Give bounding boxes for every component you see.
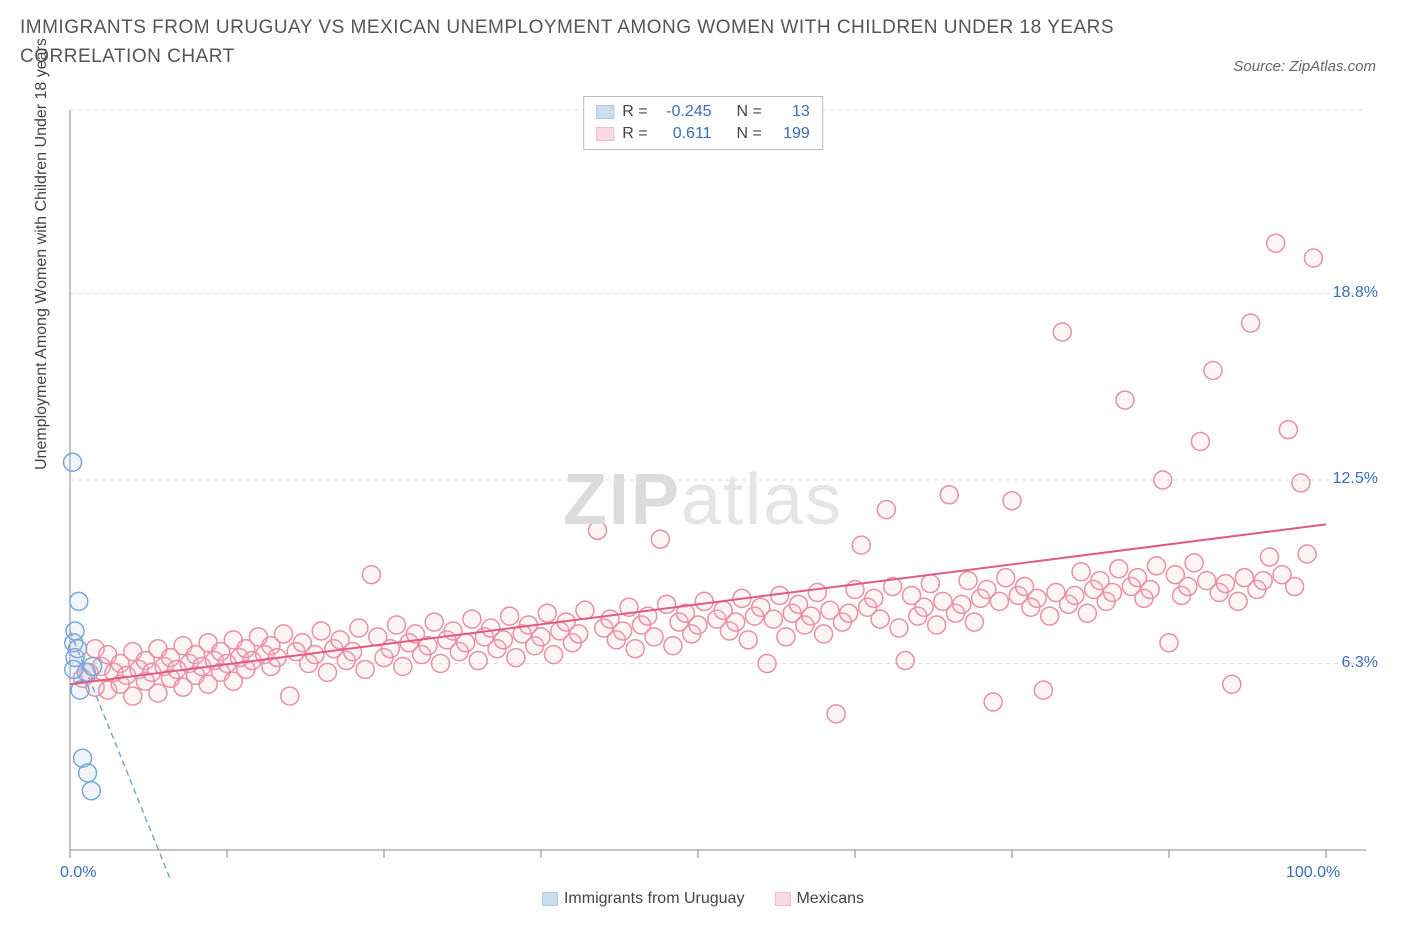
y-tick-label: 6.3% (1342, 654, 1378, 672)
source-prefix: Source: (1233, 58, 1289, 75)
x-tick-label: 0.0% (60, 864, 96, 882)
series-legend: Immigrants from Uruguay Mexicans (542, 890, 864, 908)
legend-series-label: Immigrants from Uruguay (564, 890, 745, 907)
y-tick-label: 18.8% (1333, 284, 1378, 302)
scatter-plot (20, 90, 1386, 910)
correlation-legend: R = -0.245 N = 13 R = 0.611 N = 199 (583, 96, 823, 150)
chart-container: ZIPatlas R =-0.245 N =13R =0.611 N =199 … (20, 90, 1386, 910)
legend-r-label: R = (622, 103, 647, 121)
legend-n-label: N = (736, 103, 761, 121)
source-attribution: Source: ZipAtlas.com (1233, 58, 1376, 75)
y-axis-label: Unemployment Among Women with Children U… (33, 38, 51, 470)
legend-swatch (596, 127, 614, 141)
legend-swatch (596, 105, 614, 119)
source-name: ZipAtlas.com (1289, 58, 1376, 75)
legend-swatch (774, 892, 790, 906)
legend-row-uruguay: R = -0.245 N = 13 (596, 101, 810, 123)
legend-n-value: 13 (770, 103, 810, 121)
legend-r-label: R = (622, 125, 647, 143)
legend-row-mexicans: R = 0.611 N = 199 (596, 123, 810, 145)
legend-swatch (542, 892, 558, 906)
legend-series-label: Mexicans (796, 890, 864, 907)
x-tick-label: 100.0% (1286, 864, 1340, 882)
y-tick-label: 12.5% (1333, 470, 1378, 488)
bottom-legend-item-uruguay: Immigrants from Uruguay (542, 890, 745, 908)
legend-r-value: 0.611 (656, 125, 712, 143)
legend-r-value: -0.245 (656, 103, 712, 121)
legend-n-label: N = (736, 125, 761, 143)
page-title: IMMIGRANTS FROM URUGUAY VS MEXICAN UNEMP… (20, 14, 1170, 71)
legend-n-value: 199 (770, 125, 810, 143)
bottom-legend-item-mexicans: Mexicans (774, 890, 864, 908)
